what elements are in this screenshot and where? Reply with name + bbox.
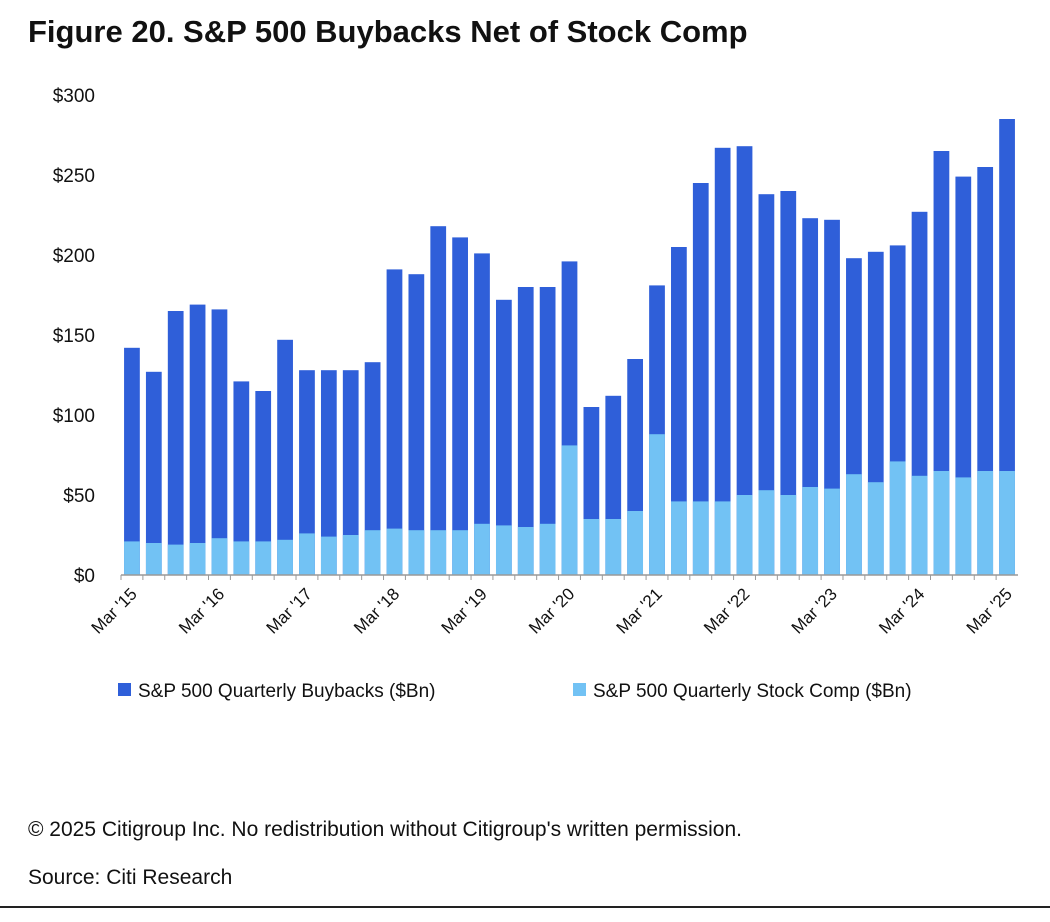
bar: [124, 347, 140, 575]
bar: [452, 530, 468, 575]
legend-label: S&P 500 Quarterly Stock Comp ($Bn): [593, 681, 912, 702]
bar: [999, 471, 1015, 575]
bar: [189, 543, 206, 575]
bar: [233, 541, 250, 575]
legend-swatch: [118, 683, 131, 696]
x-tick-label: Mar '16: [175, 584, 228, 637]
bar: [320, 370, 337, 575]
bar: [649, 434, 665, 575]
bar: [714, 147, 731, 576]
y-tick-label: $250: [53, 166, 95, 187]
bar: [692, 501, 709, 575]
bar: [933, 151, 950, 575]
bar: [999, 119, 1015, 575]
bar: [233, 381, 250, 575]
bar: [299, 370, 315, 575]
x-tick-label: Mar '25: [963, 584, 1016, 637]
y-tick-label: $150: [53, 326, 95, 347]
legend-swatch: [573, 683, 586, 696]
y-tick-label: $200: [53, 246, 95, 267]
bar: [430, 530, 447, 575]
y-tick-label: $0: [74, 566, 95, 587]
bar: [342, 370, 359, 575]
bar: [474, 523, 490, 575]
bar: [211, 309, 228, 575]
bar: [320, 536, 337, 575]
bar: [758, 490, 775, 575]
bar: [867, 482, 884, 575]
bar: [539, 523, 556, 575]
bar: [780, 191, 797, 575]
bar: [583, 519, 600, 575]
x-tick-label: Mar '15: [88, 584, 141, 637]
bar: [145, 543, 162, 575]
bar: [386, 528, 403, 575]
legend-label: S&P 500 Quarterly Buybacks ($Bn): [138, 681, 435, 702]
bar: [539, 287, 556, 575]
bar: [671, 247, 687, 575]
bar: [889, 461, 906, 575]
x-tick-label: Mar '22: [700, 584, 753, 637]
bar: [692, 183, 709, 575]
y-tick-label: $100: [53, 406, 95, 427]
x-tick-label: Mar '19: [438, 584, 491, 637]
x-tick-label: Mar '23: [788, 584, 841, 637]
bar: [342, 535, 359, 575]
bar: [780, 495, 797, 575]
bar: [802, 487, 819, 575]
bar: [189, 304, 206, 575]
bar: [671, 501, 687, 575]
bar: [167, 311, 184, 575]
bar: [517, 287, 534, 575]
bar: [736, 146, 753, 575]
bar: [255, 541, 272, 575]
bar: [758, 194, 775, 575]
x-tick-label: Mar '20: [525, 584, 578, 637]
bar: [933, 471, 950, 575]
bar: [824, 488, 840, 575]
bar: [124, 541, 140, 575]
x-tick-label: Mar '17: [263, 584, 316, 637]
y-tick-label: $50: [63, 486, 95, 507]
y-tick-label: $300: [53, 86, 95, 107]
bar: [211, 538, 228, 575]
bar: [255, 391, 272, 575]
bar: [517, 527, 534, 575]
copyright: © 2025 Citigroup Inc. No redistribution …: [28, 818, 742, 841]
bar: [474, 253, 490, 575]
bar: [364, 362, 381, 575]
bar: [452, 237, 468, 575]
x-tick-label: Mar '21: [613, 584, 666, 637]
bar: [977, 471, 994, 575]
bar: [299, 533, 315, 575]
source: Source: Citi Research: [28, 866, 232, 889]
bar: [145, 371, 162, 575]
bar: [802, 218, 819, 575]
bar: [824, 219, 840, 576]
bar: [430, 226, 447, 575]
x-tick-label: Mar '18: [350, 584, 403, 637]
bar: [364, 530, 381, 575]
bar: [605, 519, 622, 575]
bar: [561, 445, 578, 575]
bar: [955, 477, 972, 575]
bar: [846, 474, 862, 575]
bar: [408, 530, 425, 575]
bar: [495, 525, 512, 575]
bar: [386, 269, 403, 575]
bar: [736, 495, 753, 575]
bar: [277, 539, 293, 575]
bar: [955, 176, 972, 575]
bar: [167, 544, 184, 575]
bar: [714, 501, 731, 575]
bar: [495, 299, 512, 575]
x-tick-label: Mar '24: [875, 584, 928, 637]
bar: [911, 475, 928, 575]
bar: [627, 511, 644, 575]
chart-title: Figure 20. S&P 500 Buybacks Net of Stock…: [28, 14, 748, 49]
bar: [277, 339, 293, 575]
bar: [408, 274, 425, 575]
